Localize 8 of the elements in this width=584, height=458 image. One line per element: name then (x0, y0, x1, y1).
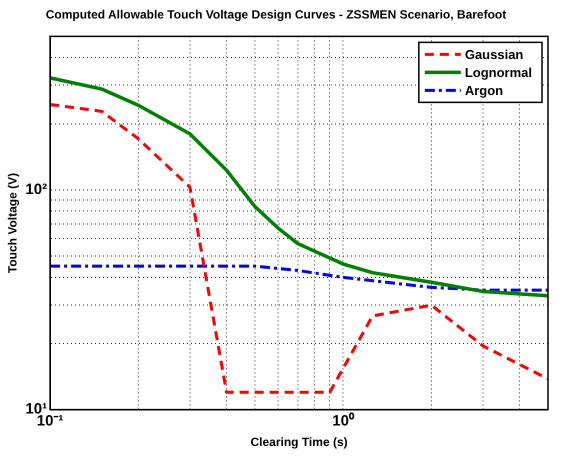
chart-title: Computed Allowable Touch Voltage Design Curves - ZSSMEN Scenario, Barefoot (46, 8, 506, 22)
y-axis-title: Touch Voltage (V) (6, 172, 20, 274)
x-axis-title: Clearing Time (s) (250, 435, 348, 450)
x-tick-label: 10⁰ (332, 412, 355, 430)
legend-label: Lognormal (464, 64, 532, 80)
y-tick-label: 10² (25, 181, 48, 198)
legend-label: Argon (464, 82, 504, 98)
legend-label: Gaussian (464, 46, 524, 62)
